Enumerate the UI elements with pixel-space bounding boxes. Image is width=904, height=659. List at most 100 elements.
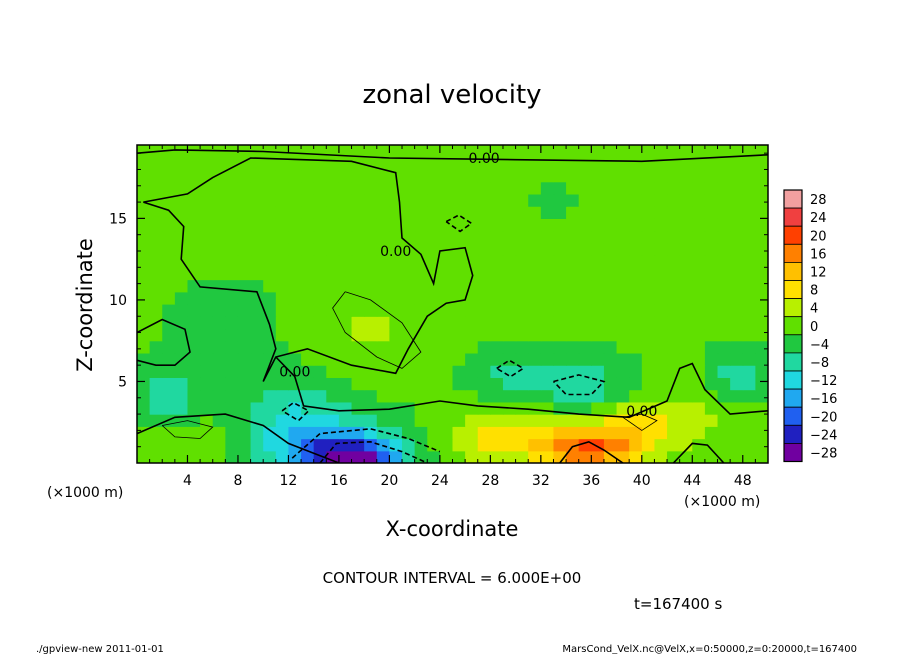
heatmap-cell — [452, 218, 466, 232]
heatmap-cell — [427, 389, 441, 403]
heatmap-cell — [162, 267, 176, 281]
heatmap-cell — [717, 145, 731, 158]
heatmap-cell — [465, 352, 479, 366]
heatmap-cell — [591, 328, 605, 342]
heatmap-cell — [149, 206, 163, 219]
heatmap-cell — [603, 365, 618, 378]
heatmap-cell — [427, 157, 441, 171]
heatmap-cell — [704, 377, 719, 391]
heatmap-cell — [679, 169, 693, 183]
heatmap-cell — [187, 267, 201, 281]
heatmap-cell — [502, 438, 517, 452]
heatmap-cell — [212, 438, 226, 452]
heatmap-cell — [427, 230, 441, 244]
heatmap-cell — [338, 316, 353, 330]
heatmap-cell — [553, 340, 567, 354]
heatmap-cell — [679, 450, 693, 463]
heatmap-cell — [225, 291, 239, 305]
colorbar: 28 24 20 16 12 8 4 0 −4 −8 −12 −16 −20 −24 −28 — [783, 189, 837, 463]
heatmap-cell — [237, 328, 252, 342]
heatmap-cell — [414, 340, 428, 354]
heatmap-cell — [566, 291, 580, 305]
heatmap-cell — [591, 414, 605, 427]
heatmap-cell — [162, 291, 176, 305]
heatmap-cell — [237, 242, 252, 256]
heatmap-cell — [515, 255, 529, 268]
heatmap-cell — [301, 340, 315, 354]
heatmap-cell — [250, 242, 264, 256]
heatmap-cell — [427, 340, 441, 354]
heatmap-cell — [755, 328, 768, 342]
x-tick-label: 4 — [183, 473, 192, 489]
heatmap-cell — [376, 230, 390, 244]
heatmap-cell — [566, 352, 580, 366]
heatmap-cell — [414, 145, 428, 158]
heatmap-cell — [452, 328, 466, 342]
heatmap-cell — [137, 414, 151, 427]
heatmap-cell — [502, 291, 517, 305]
heatmap-cell — [641, 291, 656, 305]
heatmap-cell — [275, 157, 290, 171]
heatmap-cell — [338, 426, 353, 440]
heatmap-cell — [162, 230, 176, 244]
heatmap-cell — [225, 255, 239, 268]
heatmap-cell — [402, 352, 416, 366]
heatmap-cell — [149, 352, 163, 366]
heatmap-cell — [591, 304, 605, 317]
chart-title: zonal velocity — [362, 80, 541, 110]
heatmap-cell — [364, 181, 378, 195]
y-axis-title: Z-coordinate — [73, 238, 97, 372]
heatmap-cell — [566, 193, 580, 207]
heatmap-cell — [427, 401, 441, 415]
heatmap-cell — [288, 279, 302, 293]
heatmap-cell — [389, 181, 403, 195]
heatmap-cell — [477, 450, 491, 463]
heatmap-cell — [137, 316, 151, 330]
heatmap-cell — [629, 304, 643, 317]
heatmap-cell — [237, 352, 252, 366]
heatmap-cell — [553, 206, 567, 219]
heatmap-cell — [742, 316, 756, 330]
heatmap-cell — [187, 389, 201, 403]
heatmap-cell — [692, 181, 706, 195]
heatmap-cell — [553, 218, 567, 232]
heatmap-cell — [174, 377, 189, 391]
heatmap-cell — [162, 377, 176, 391]
heatmap-cell — [591, 352, 605, 366]
heatmap-cell — [755, 169, 768, 183]
heatmap-cell — [351, 255, 365, 268]
heatmap-cell — [237, 218, 252, 232]
heatmap-cell — [603, 450, 618, 463]
heatmap-cell — [730, 181, 744, 195]
heatmap-cell — [502, 230, 517, 244]
heatmap-cell — [692, 304, 706, 317]
heatmap-cell — [641, 365, 656, 378]
heatmap-cell — [704, 414, 719, 427]
heatmap-cell — [692, 242, 706, 256]
heatmap-cell — [591, 206, 605, 219]
heatmap-cell — [578, 157, 592, 171]
heatmap-cell — [477, 242, 491, 256]
heatmap-cell — [717, 218, 731, 232]
heatmap-cell — [364, 401, 378, 415]
heatmap-cell — [402, 377, 416, 391]
heatmap-cell — [137, 255, 151, 268]
heatmap-cell — [591, 426, 605, 440]
heatmap-cell — [679, 401, 693, 415]
heatmap-cell — [477, 328, 491, 342]
heatmap-cell — [591, 316, 605, 330]
heatmap-cell — [692, 352, 706, 366]
heatmap-cell — [225, 157, 239, 171]
heatmap-cell — [200, 328, 214, 342]
heatmap-cell — [603, 414, 618, 427]
heatmap-cell — [477, 438, 491, 452]
heatmap-cell — [263, 279, 277, 293]
heatmap-cell — [704, 279, 719, 293]
heatmap-cell — [301, 328, 315, 342]
heatmap-cell — [490, 352, 504, 366]
heatmap-cell — [502, 145, 517, 158]
heatmap-cell — [654, 193, 668, 207]
heatmap-cell — [439, 389, 454, 403]
heatmap-cell — [540, 169, 555, 183]
heatmap-cell — [351, 181, 365, 195]
